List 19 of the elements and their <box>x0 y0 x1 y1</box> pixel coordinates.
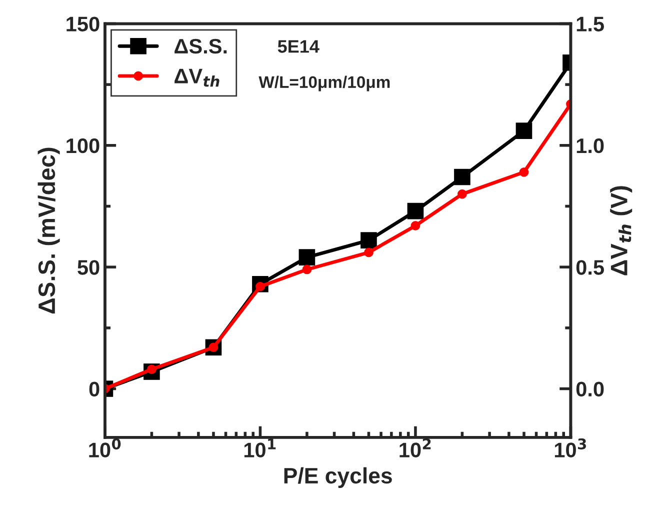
legend-label: ΔS.S. <box>174 38 227 54</box>
x-tick-label: 10$^{0}$ <box>89 438 121 458</box>
y2-tick-label: 1.0 <box>576 138 604 154</box>
x-tick-label: 10$^{3}$ <box>554 438 586 458</box>
y2-tick-label: 0.5 <box>576 260 604 275</box>
legend-label: ΔV$_{th}$ <box>174 68 220 87</box>
y-tick-label: 50 <box>78 260 100 275</box>
annotation: 5E14 <box>278 40 320 53</box>
y2-tick-label: 1.5 <box>576 16 604 32</box>
y-tick-label: 100 <box>66 138 100 154</box>
annotation: W/L=10μm/10μm <box>258 76 390 92</box>
y-axis-title: ΔS.S. (mV/dec) <box>38 148 60 314</box>
y-tick-label: 0 <box>89 382 100 396</box>
y-tick-label: 150 <box>66 16 100 32</box>
x-axis-title: P/E cycles <box>284 467 392 488</box>
y2-axis-title: ΔV$_{th}$ (V) <box>610 186 632 276</box>
y2-tick-label: 0.0 <box>576 382 604 396</box>
x-tick-label: 10$^{2}$ <box>400 438 431 458</box>
x-tick-label: 10$^{1}$ <box>244 438 276 458</box>
